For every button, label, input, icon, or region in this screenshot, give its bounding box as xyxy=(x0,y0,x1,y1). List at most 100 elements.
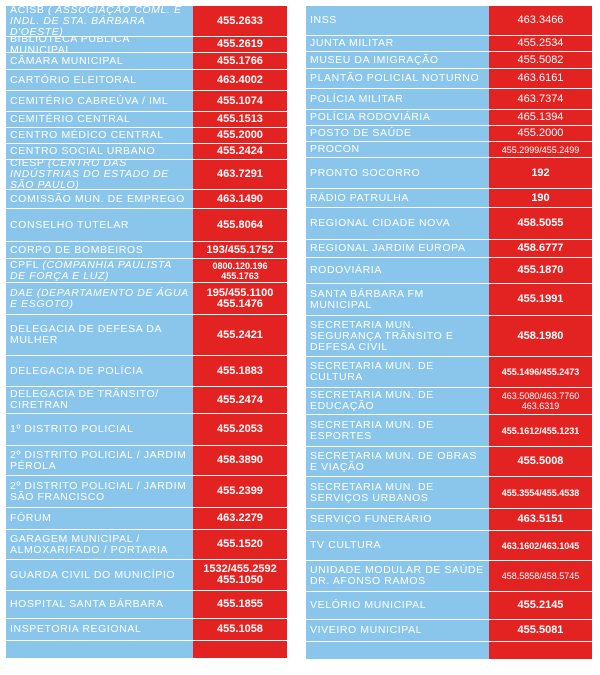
entry-name: REGIONAL CIDADE NOVA xyxy=(306,208,489,239)
entry-phone-number: 455.2633 xyxy=(193,6,287,36)
entry-phone-number: 455.2000 xyxy=(193,128,287,143)
entry-name-text: INSS xyxy=(310,14,337,26)
directory-row: ACISB ( ASSOCIAÇÃO COML. E INDL. DE STA.… xyxy=(6,6,287,37)
entry-phone-number: 455.2000 xyxy=(489,126,592,141)
entry-name-text: COMISSÃO MUN. DE EMPREGO xyxy=(10,192,185,205)
entry-name: SECRETARIA MUN. DE EDUCAÇÃO xyxy=(306,388,489,414)
entry-name: TV CULTURA xyxy=(306,531,489,560)
entry-phone-number: 458.5858/458.5745 xyxy=(489,561,592,591)
entry-name-text: POLÍCIA MILITAR xyxy=(310,92,404,105)
entry-name-text: CEMITÉRIO CABREÚVA / IML xyxy=(10,94,169,107)
directory-row: REGIONAL CIDADE NOVA 458.5055 xyxy=(306,208,592,240)
entry-phone-number: 455.1058 xyxy=(193,619,287,640)
entry-name: CEMITÉRIO CABREÚVA / IML xyxy=(6,91,193,111)
entry-name-text: REGIONAL JARDIM EUROPA xyxy=(310,242,466,254)
entry-phone-number: 455.2399 xyxy=(193,476,287,507)
entry-name: POLÍCIA RODOVIÁRIA xyxy=(306,110,489,125)
entry-name: VIVEIRO MUNICIPAL xyxy=(306,620,489,641)
directory-row: GARAGEM MUNICIPAL / ALMOXARIFADO / PORTA… xyxy=(6,530,287,560)
entry-phone-number: 193/455.1752 xyxy=(193,242,287,258)
entry-name-text: CPFL xyxy=(10,259,39,271)
entry-name-text: PRONTO SOCORRO xyxy=(310,166,421,179)
entry-name: PRONTO SOCORRO xyxy=(306,158,489,188)
entry-phone-number: 463.3466 xyxy=(489,6,592,35)
entry-name-text: VELÓRIO MUNICIPAL xyxy=(310,599,427,611)
directory-row xyxy=(306,642,592,660)
directory-row: VELÓRIO MUNICIPAL 455.2145 xyxy=(306,592,592,620)
entry-name-text: CENTRO SOCIAL URBANO xyxy=(10,145,156,157)
entry-name-text: GUARDA CIVIL DO MUNICÍPIO xyxy=(10,568,176,581)
entry-phone-number: 455.1870 xyxy=(489,258,592,283)
entry-phone-number: 458.6777 xyxy=(489,240,592,257)
entry-name: 2º DISTRITO POLICIAL / JARDIM PÉROLA xyxy=(6,446,193,475)
entry-phone-number: 463.4002 xyxy=(193,70,287,90)
entry-name: CENTRO SOCIAL URBANO xyxy=(6,144,193,159)
directory-row: DELEGACIA DE DEFESA DA MULHER 455.2421 xyxy=(6,315,287,356)
entry-phone-number: 455.1766 xyxy=(193,53,287,69)
entry-name: SECRETARIA MUN. DE SERVIÇOS URBANOS xyxy=(306,477,489,508)
entry-name: PLANTÃO POLICIAL NOTURNO xyxy=(306,69,489,88)
entry-phone-number: 463.5151 xyxy=(489,509,592,530)
entry-name: COMISSÃO MUN. DE EMPREGO xyxy=(6,190,193,208)
entry-name-text: INSPETORIA REGIONAL xyxy=(10,623,142,635)
directory-row: INSPETORIA REGIONAL 455.1058 xyxy=(6,619,287,641)
entry-name-text: PLANTÃO POLICIAL NOTURNO xyxy=(310,72,480,84)
entry-name-text: POLÍCIA RODOVIÁRIA xyxy=(310,111,431,123)
entry-name-text: POSTO DE SAÚDE xyxy=(310,127,412,139)
entry-phone-number: 455.2424 xyxy=(193,144,287,159)
directory-row: SECRETARIA MUN. DE ESPORTES 455.1612/455.… xyxy=(306,415,592,447)
directory-row: DAE (DEPARTAMENTO DE ÁGUA E ESGOTO) 195/4… xyxy=(6,283,287,315)
entry-phone-number: 463.5080/463.7760 463.6319 xyxy=(489,388,592,414)
entry-name: ACISB ( ASSOCIAÇÃO COML. E INDL. DE STA.… xyxy=(6,6,193,36)
directory-row: DELEGACIA DE TRÂNSITO/ CIRETRAN 455.2474 xyxy=(6,387,287,414)
directory-row: POLÍCIA MILITAR 463.7374 xyxy=(306,89,592,110)
entry-phone-number: 458.3890 xyxy=(193,446,287,475)
directory-row: 2º DISTRITO POLICIAL / JARDIM SÃO FRANCI… xyxy=(6,476,287,508)
entry-name: SANTA BÁRBARA FM MUNICIPAL xyxy=(306,284,489,315)
entry-name-text: SECRETARIA MUN. DE SERVIÇOS URBANOS xyxy=(310,480,434,504)
entry-name-text: SECRETARIA MUN. DE ESPORTES xyxy=(310,418,434,442)
entry-name-text: CÂMARA MUNICIPAL xyxy=(10,54,124,67)
entry-phone-number: 465.1394 xyxy=(489,110,592,125)
entry-phone-number: 455.2421 xyxy=(193,315,287,355)
entry-phone-number: 455.2999/455.2499 xyxy=(489,142,592,157)
entry-name: GARAGEM MUNICIPAL / ALMOXARIFADO / PORTA… xyxy=(6,530,193,559)
entry-name: REGIONAL JARDIM EUROPA xyxy=(306,240,489,257)
entry-phone-number: 455.8064 xyxy=(193,209,287,241)
entry-name: SECRETARIA MUN. DE OBRAS E VIAÇÃO xyxy=(306,447,489,476)
directory-row: VIVEIRO MUNICIPAL 455.5081 xyxy=(306,620,592,642)
directory-row: CARTÓRIO ELEITORAL 463.4002 xyxy=(6,70,287,91)
directory-row: PRONTO SOCORRO 192 xyxy=(306,158,592,189)
entry-name: DELEGACIA DE DEFESA DA MULHER xyxy=(6,315,193,355)
entry-note-text: ( ASSOCIAÇÃO COML. E INDL. DE STA. BÁRBA… xyxy=(10,6,182,36)
entry-phone-number: 455.2534 xyxy=(489,36,592,51)
directory-row: PROCON 455.2999/455.2499 xyxy=(306,142,592,158)
directory-row: CEMITÉRIO CENTRAL 455.1513 xyxy=(6,112,287,128)
entry-name-text: CARTÓRIO ELEITORAL xyxy=(10,73,137,86)
directory-row: CONSELHO TUTELAR 455.8064 xyxy=(6,209,287,242)
entry-phone-number: 455.2474 xyxy=(193,387,287,413)
entry-name-text: PROCON xyxy=(310,143,360,155)
entry-note-text: DAE (DEPARTAMENTO DE ÁGUA E ESGOTO) xyxy=(10,286,189,310)
directory-row: JUNTA MILITAR 455.2534 xyxy=(306,36,592,52)
entry-name: POLÍCIA MILITAR xyxy=(306,89,489,109)
entry-name-text: ACISB xyxy=(10,6,45,16)
entry-phone-number xyxy=(193,641,287,658)
directory-row: SECRETARIA MUN. DE SERVIÇOS URBANOS 455.3… xyxy=(306,477,592,509)
entry-name-text: VIVEIRO MUNICIPAL xyxy=(310,624,423,636)
entry-name-text: 1º DISTRITO POLICIAL xyxy=(10,423,134,435)
directory-row: INSS 463.3466 xyxy=(306,6,592,36)
entry-name: DELEGACIA DE TRÂNSITO/ CIRETRAN xyxy=(6,387,193,413)
entry-phone-number: 455.1496/455.2473 xyxy=(489,357,592,387)
entry-name: CEMITÉRIO CENTRAL xyxy=(6,112,193,127)
entry-phone-number: 455.1883 xyxy=(193,356,287,386)
directory-row: RODOVIÁRIA 455.1870 xyxy=(306,258,592,284)
directory-row: GUARDA CIVIL DO MUNICÍPIO 1532/455.2592 4… xyxy=(6,560,287,591)
entry-name: CORPO DE BOMBEIROS xyxy=(6,242,193,258)
entry-name: SECRETARIA MUN. SEGURANÇA TRÂNSITO E DEF… xyxy=(306,316,489,356)
entry-name: GUARDA CIVIL DO MUNICÍPIO xyxy=(6,560,193,590)
entry-phone-number: 455.1855 xyxy=(193,591,287,618)
entry-name-text: CONSELHO TUTELAR xyxy=(10,218,130,231)
left-directory-column: ACISB ( ASSOCIAÇÃO COML. E INDL. DE STA.… xyxy=(6,6,287,659)
entry-name: SERVIÇO FUNERÁRIO xyxy=(306,509,489,530)
